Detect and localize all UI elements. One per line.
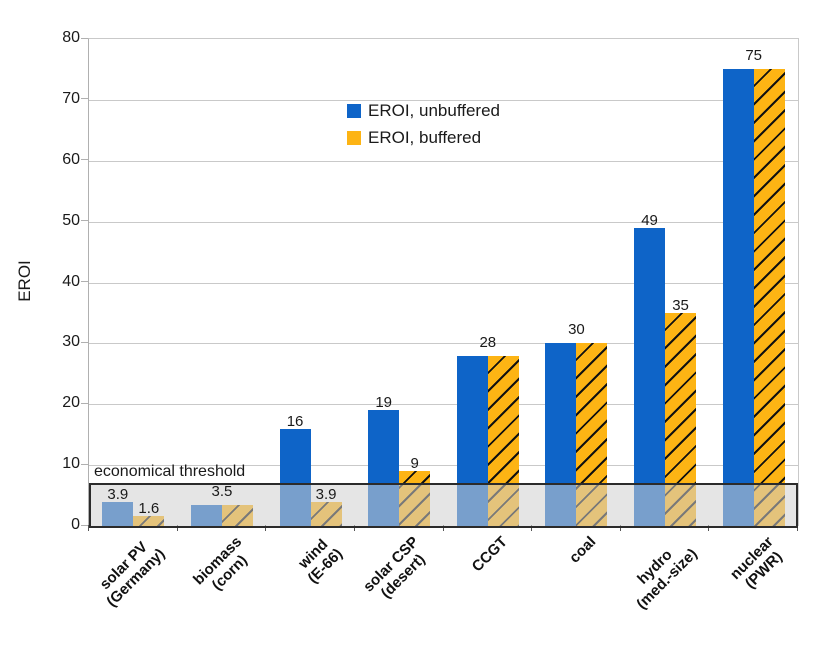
y-tick-mark-40 <box>81 281 88 282</box>
x-category-label-0: solar PV (Germany) <box>96 538 169 611</box>
x-tick-mark-8 <box>797 525 798 531</box>
y-tick-label-60: 60 <box>62 150 80 168</box>
x-tick-mark-6 <box>619 525 621 531</box>
gridline-70 <box>89 99 798 101</box>
gridline-60 <box>89 160 798 162</box>
threshold-band <box>89 483 798 528</box>
y-tick-mark-30 <box>81 341 88 343</box>
x-category-label-4: CCGT <box>469 533 512 576</box>
x-tick-mark-1 <box>176 525 178 531</box>
y-tick-label-50: 50 <box>62 211 80 229</box>
x-category-label-7: nuclear (PWR) <box>727 533 786 592</box>
gridline-50 <box>89 221 798 223</box>
x-tick-mark-5 <box>531 525 533 531</box>
legend-item-unbuffered: EROI, unbuffered <box>347 101 500 121</box>
bar-value-label: 9 <box>410 455 419 473</box>
gridline-20 <box>89 404 798 406</box>
x-tick-mark-7 <box>708 525 710 531</box>
x-category-label-5: coal <box>566 533 600 567</box>
bar-value-label: 35 <box>672 296 689 314</box>
bar-value-label: 28 <box>479 333 497 351</box>
x-category-label-1: biomass (corn) <box>190 533 251 594</box>
y-tick-mark-50 <box>81 220 88 222</box>
y-tick-label-30: 30 <box>62 333 80 351</box>
gridline-10 <box>89 465 798 467</box>
x-category-label-6: hydro (med.-size) <box>632 545 701 613</box>
bar-value-label: 30 <box>568 321 585 339</box>
bar-value-label: 19 <box>375 394 393 412</box>
bar-value-label: 16 <box>286 412 304 430</box>
y-tick-mark-10 <box>81 463 88 465</box>
bar-value-label: 49 <box>641 211 658 229</box>
gridline-30 <box>89 343 798 345</box>
legend-label-unbuffered: EROI, unbuffered <box>368 101 500 120</box>
legend-swatch-unbuffered <box>347 104 361 118</box>
x-category-label-3: solar CSP (desert) <box>360 533 429 602</box>
threshold-label: economical threshold <box>94 463 246 481</box>
x-tick-mark-3 <box>353 525 355 531</box>
x-tick-mark-4 <box>442 525 444 531</box>
legend-swatch-buffered <box>347 131 361 145</box>
bar-value-label: 1.6 <box>138 500 160 518</box>
x-tick-mark-2 <box>265 525 267 531</box>
bar-unbuffered-7 <box>722 69 754 526</box>
bar-value-label: 75 <box>745 47 763 65</box>
legend-item-buffered: EROI, buffered <box>347 128 500 148</box>
y-tick-label-70: 70 <box>62 89 80 107</box>
bar-buffered-7 <box>753 69 785 526</box>
y-tick-mark-70 <box>81 98 88 100</box>
bar-value-label: 3.9 <box>107 486 129 504</box>
bar-unbuffered-6 <box>634 227 666 526</box>
x-tick-mark-0 <box>88 525 89 531</box>
bar-value-label: 3.9 <box>315 486 337 504</box>
bar-value-label: 3.5 <box>211 482 233 500</box>
y-tick-label-80: 80 <box>62 29 80 46</box>
plot-area: EROI, unbuffered EROI, buffered economic… <box>88 38 799 613</box>
legend: EROI, unbuffered EROI, buffered <box>347 101 500 155</box>
y-tick-mark-20 <box>81 402 88 404</box>
y-tick-label-20: 20 <box>62 394 80 412</box>
y-tick-label-10: 10 <box>62 455 80 473</box>
y-tick-label-40: 40 <box>62 272 80 290</box>
y-tick-label-0: 0 <box>71 516 80 533</box>
y-tick-mark-60 <box>81 159 88 161</box>
gridline-40 <box>89 282 798 284</box>
y-tick-mark-80 <box>81 37 88 39</box>
x-category-label-2: wind (E-66) <box>295 535 346 587</box>
y-tick-mark-0 <box>81 524 88 526</box>
legend-label-buffered: EROI, buffered <box>368 128 482 147</box>
